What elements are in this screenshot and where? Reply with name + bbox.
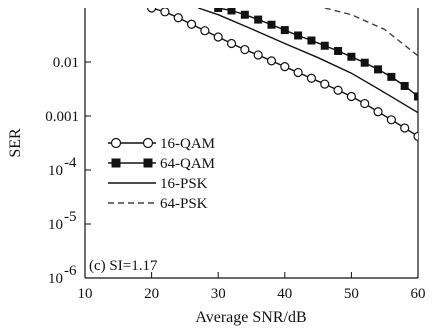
marker-64-qam bbox=[414, 92, 418, 101]
marker-64-qam bbox=[254, 15, 263, 24]
y-tick-exponent: -5 bbox=[64, 209, 77, 225]
marker-16-qam bbox=[413, 131, 418, 141]
marker-16-qam bbox=[266, 56, 277, 66]
marker-16-qam bbox=[213, 32, 223, 42]
marker-16-qam bbox=[293, 67, 303, 78]
marker-64-qam bbox=[240, 10, 249, 19]
x-tick-label: 30 bbox=[211, 286, 226, 302]
y-tick-exponent: -6 bbox=[64, 263, 77, 279]
marker-64-qam bbox=[227, 8, 236, 15]
legend-marker-64-qam bbox=[111, 158, 121, 168]
y-tick-label: 0.01 bbox=[53, 55, 79, 71]
legend-marker-16-qam bbox=[110, 137, 122, 149]
marker-64-qam bbox=[347, 52, 356, 61]
marker-16-qam bbox=[333, 85, 343, 95]
x-tick-label: 20 bbox=[144, 286, 159, 302]
marker-64-qam bbox=[307, 36, 316, 45]
x-axis-label: Average SNR/dB bbox=[195, 309, 306, 326]
marker-64-qam bbox=[320, 41, 329, 50]
y-tick-exponent: -4 bbox=[64, 155, 77, 171]
marker-16-qam bbox=[173, 13, 183, 23]
x-tick-label: 60 bbox=[411, 286, 426, 302]
legend-label-64-psk: 64-PSK bbox=[160, 196, 208, 212]
marker-64-qam bbox=[387, 72, 396, 81]
y-tick-label: 0.001 bbox=[45, 109, 79, 125]
marker-64-qam bbox=[267, 20, 276, 29]
x-tick-label: 40 bbox=[277, 286, 292, 302]
marker-16-qam bbox=[160, 8, 170, 17]
marker-64-qam bbox=[294, 31, 303, 40]
marker-64-qam bbox=[334, 46, 343, 55]
x-tick-label: 10 bbox=[78, 286, 93, 302]
y-tick-label: 10 bbox=[48, 271, 63, 287]
marker-16-qam bbox=[280, 62, 290, 72]
marker-64-qam bbox=[400, 81, 409, 90]
marker-64-qam bbox=[360, 58, 369, 67]
marker-16-qam bbox=[147, 8, 157, 13]
marker-16-qam bbox=[253, 50, 263, 60]
legend-label-64-qam: 64-QAM bbox=[160, 156, 215, 172]
legend-label-16-psk: 16-PSK bbox=[160, 176, 208, 192]
series-line-16-psk bbox=[197, 8, 418, 114]
marker-64-qam bbox=[280, 26, 289, 35]
marker-16-qam bbox=[386, 115, 396, 125]
marker-64-qam bbox=[214, 8, 223, 12]
marker-16-qam bbox=[373, 107, 383, 117]
marker-16-qam bbox=[400, 123, 410, 133]
marker-16-qam bbox=[186, 19, 197, 29]
marker-16-qam bbox=[226, 38, 237, 49]
marker-16-qam bbox=[306, 73, 317, 83]
marker-16-qam bbox=[240, 44, 250, 55]
series-line-64-qam bbox=[218, 8, 418, 98]
marker-16-qam bbox=[320, 79, 330, 89]
legend-marker-16-qam bbox=[142, 137, 154, 149]
y-axis-label: SER bbox=[7, 128, 24, 158]
y-tick-label: 10 bbox=[48, 217, 63, 233]
chart-annotation: (c) SI=1.17 bbox=[89, 258, 158, 274]
legend: 16-QAM 64-QAM 16-PSK 64-PSK bbox=[108, 136, 215, 212]
series-layer bbox=[147, 8, 418, 141]
marker-16-qam bbox=[346, 91, 356, 102]
legend-label-16-qam: 16-QAM bbox=[160, 136, 215, 152]
legend-marker-64-qam bbox=[143, 158, 153, 168]
marker-16-qam bbox=[360, 98, 370, 109]
series-line-64-psk bbox=[324, 8, 418, 57]
plot-frame bbox=[84, 8, 419, 279]
x-tick-label: 50 bbox=[344, 286, 359, 302]
marker-64-qam bbox=[374, 65, 383, 74]
y-tick-label: 10 bbox=[48, 163, 63, 179]
marker-16-qam bbox=[200, 26, 210, 36]
